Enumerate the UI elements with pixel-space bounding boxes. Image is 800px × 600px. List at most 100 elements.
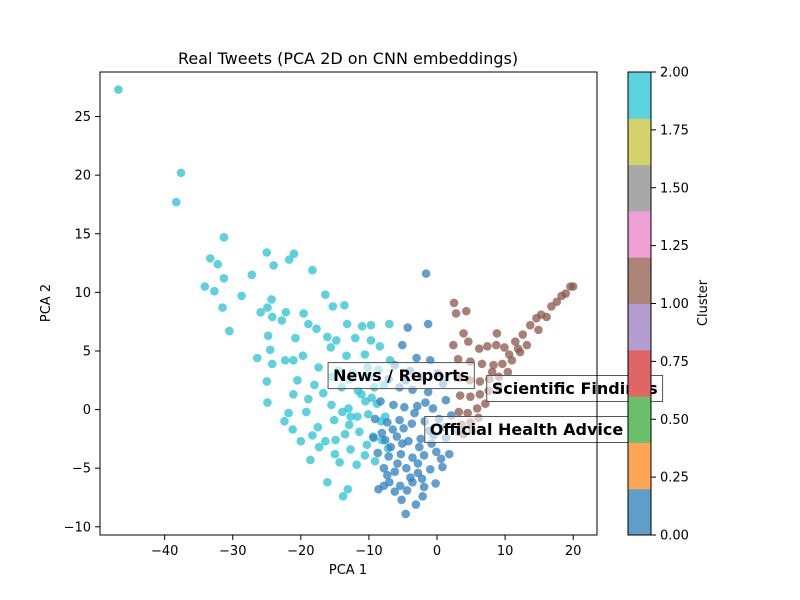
x-tick-label: −30 xyxy=(219,544,246,559)
colorbar-tick-label: 1.00 xyxy=(660,297,689,312)
data-point-cluster-0 xyxy=(419,450,429,460)
data-point-cluster-0 xyxy=(383,470,392,480)
data-point-cluster-2 xyxy=(293,375,302,385)
data-point-cluster-0 xyxy=(399,424,408,433)
data-point-cluster-1 xyxy=(475,377,485,386)
data-point-cluster-2 xyxy=(284,255,294,264)
data-point-cluster-0 xyxy=(369,433,378,443)
data-point-cluster-1 xyxy=(498,359,507,369)
colorbar-band xyxy=(628,442,651,490)
data-point-cluster-2 xyxy=(335,458,344,467)
data-point-cluster-0 xyxy=(432,447,441,457)
points-layer xyxy=(114,85,578,519)
data-point-cluster-1 xyxy=(504,350,514,359)
data-point-cluster-0 xyxy=(370,414,380,424)
annotations-layer: News / Reports Scientific Findings Officia… xyxy=(327,362,664,444)
data-point-cluster-1 xyxy=(449,340,458,350)
data-point-cluster-1 xyxy=(525,320,535,330)
data-point-cluster-2 xyxy=(326,343,336,352)
data-point-cluster-2 xyxy=(263,331,273,341)
colorbar-band xyxy=(628,210,651,258)
data-point-cluster-2 xyxy=(357,322,367,331)
data-point-cluster-0 xyxy=(393,459,402,468)
x-tick-label: −40 xyxy=(151,544,178,559)
colorbar-band xyxy=(628,396,651,443)
data-point-cluster-2 xyxy=(366,320,376,330)
data-point-cluster-2 xyxy=(342,351,351,360)
data-point-cluster-2 xyxy=(176,168,186,178)
data-point-cluster-2 xyxy=(353,412,362,421)
data-point-cluster-0 xyxy=(413,459,423,468)
colorbar-tick-label: 0.75 xyxy=(660,355,689,370)
data-point-cluster-1 xyxy=(491,340,501,350)
data-point-cluster-1 xyxy=(489,360,498,370)
data-point-cluster-2 xyxy=(360,350,370,359)
data-point-cluster-0 xyxy=(395,481,405,491)
data-point-cluster-2 xyxy=(319,388,328,398)
data-point-cluster-0 xyxy=(373,448,383,458)
data-point-cluster-0 xyxy=(402,486,412,495)
data-point-cluster-0 xyxy=(379,463,389,473)
data-point-cluster-0 xyxy=(423,319,433,329)
data-point-cluster-2 xyxy=(362,440,372,450)
data-point-cluster-2 xyxy=(210,286,219,296)
data-point-cluster-1 xyxy=(568,282,578,291)
data-point-cluster-2 xyxy=(171,197,181,207)
data-point-cluster-2 xyxy=(219,232,229,242)
data-point-cluster-1 xyxy=(475,390,485,399)
colorbar-tick-label: 0.25 xyxy=(660,471,689,486)
colorbar-band xyxy=(628,118,651,166)
cluster-annotation: News / Reports xyxy=(327,362,475,390)
colorbar-band xyxy=(628,303,651,351)
data-point-cluster-2 xyxy=(225,326,234,336)
data-point-cluster-2 xyxy=(281,307,291,317)
data-point-cluster-2 xyxy=(304,319,313,329)
x-tick-label: −10 xyxy=(355,544,382,559)
annotation-label: Scientific Findings xyxy=(492,379,658,398)
data-point-cluster-1 xyxy=(474,344,484,353)
data-point-cluster-2 xyxy=(114,85,123,94)
data-point-cluster-2 xyxy=(375,341,385,351)
data-point-cluster-1 xyxy=(522,340,532,350)
data-point-cluster-1 xyxy=(472,404,482,413)
data-point-cluster-2 xyxy=(321,290,330,300)
annotation-label: News / Reports xyxy=(333,366,469,385)
data-point-cluster-0 xyxy=(377,428,387,438)
colorbar-tick-label: 2.00 xyxy=(660,66,689,81)
data-point-cluster-0 xyxy=(389,400,398,410)
data-point-cluster-0 xyxy=(417,474,427,484)
data-point-cluster-0 xyxy=(438,462,447,472)
data-point-cluster-0 xyxy=(428,404,438,413)
data-point-cluster-2 xyxy=(219,273,229,283)
colorbar: 0.00 0.25 0.50 0.75 1.00 1.25 1.50 1.75 2.00 xyxy=(627,66,689,544)
data-point-cluster-0 xyxy=(412,353,421,363)
data-point-cluster-2 xyxy=(351,333,360,343)
data-point-cluster-2 xyxy=(256,307,265,317)
y-tick-label: 25 xyxy=(74,110,91,125)
data-point-cluster-0 xyxy=(383,418,392,427)
colorbar-tick-label: 1.50 xyxy=(660,181,689,196)
data-point-cluster-2 xyxy=(299,309,308,318)
data-point-cluster-0 xyxy=(380,435,390,445)
data-point-cluster-2 xyxy=(385,319,394,329)
data-point-cluster-1 xyxy=(453,354,463,364)
data-point-cluster-2 xyxy=(265,345,275,355)
data-point-cluster-2 xyxy=(296,436,306,446)
data-point-cluster-0 xyxy=(386,442,396,452)
plot-frame xyxy=(99,71,598,536)
data-point-cluster-1 xyxy=(503,367,513,377)
data-point-cluster-2 xyxy=(343,484,353,494)
data-point-cluster-1 xyxy=(534,325,543,335)
data-point-cluster-2 xyxy=(313,422,323,432)
data-point-cluster-1 xyxy=(477,359,487,369)
data-point-cluster-2 xyxy=(331,336,341,345)
data-point-cluster-0 xyxy=(384,452,393,461)
data-point-cluster-0 xyxy=(410,408,419,418)
data-point-cluster-2 xyxy=(314,442,324,452)
data-point-cluster-2 xyxy=(289,390,298,399)
data-point-cluster-1 xyxy=(483,341,492,351)
data-point-cluster-2 xyxy=(262,377,272,386)
data-point-cluster-1 xyxy=(552,297,562,307)
data-point-cluster-1 xyxy=(466,392,475,401)
